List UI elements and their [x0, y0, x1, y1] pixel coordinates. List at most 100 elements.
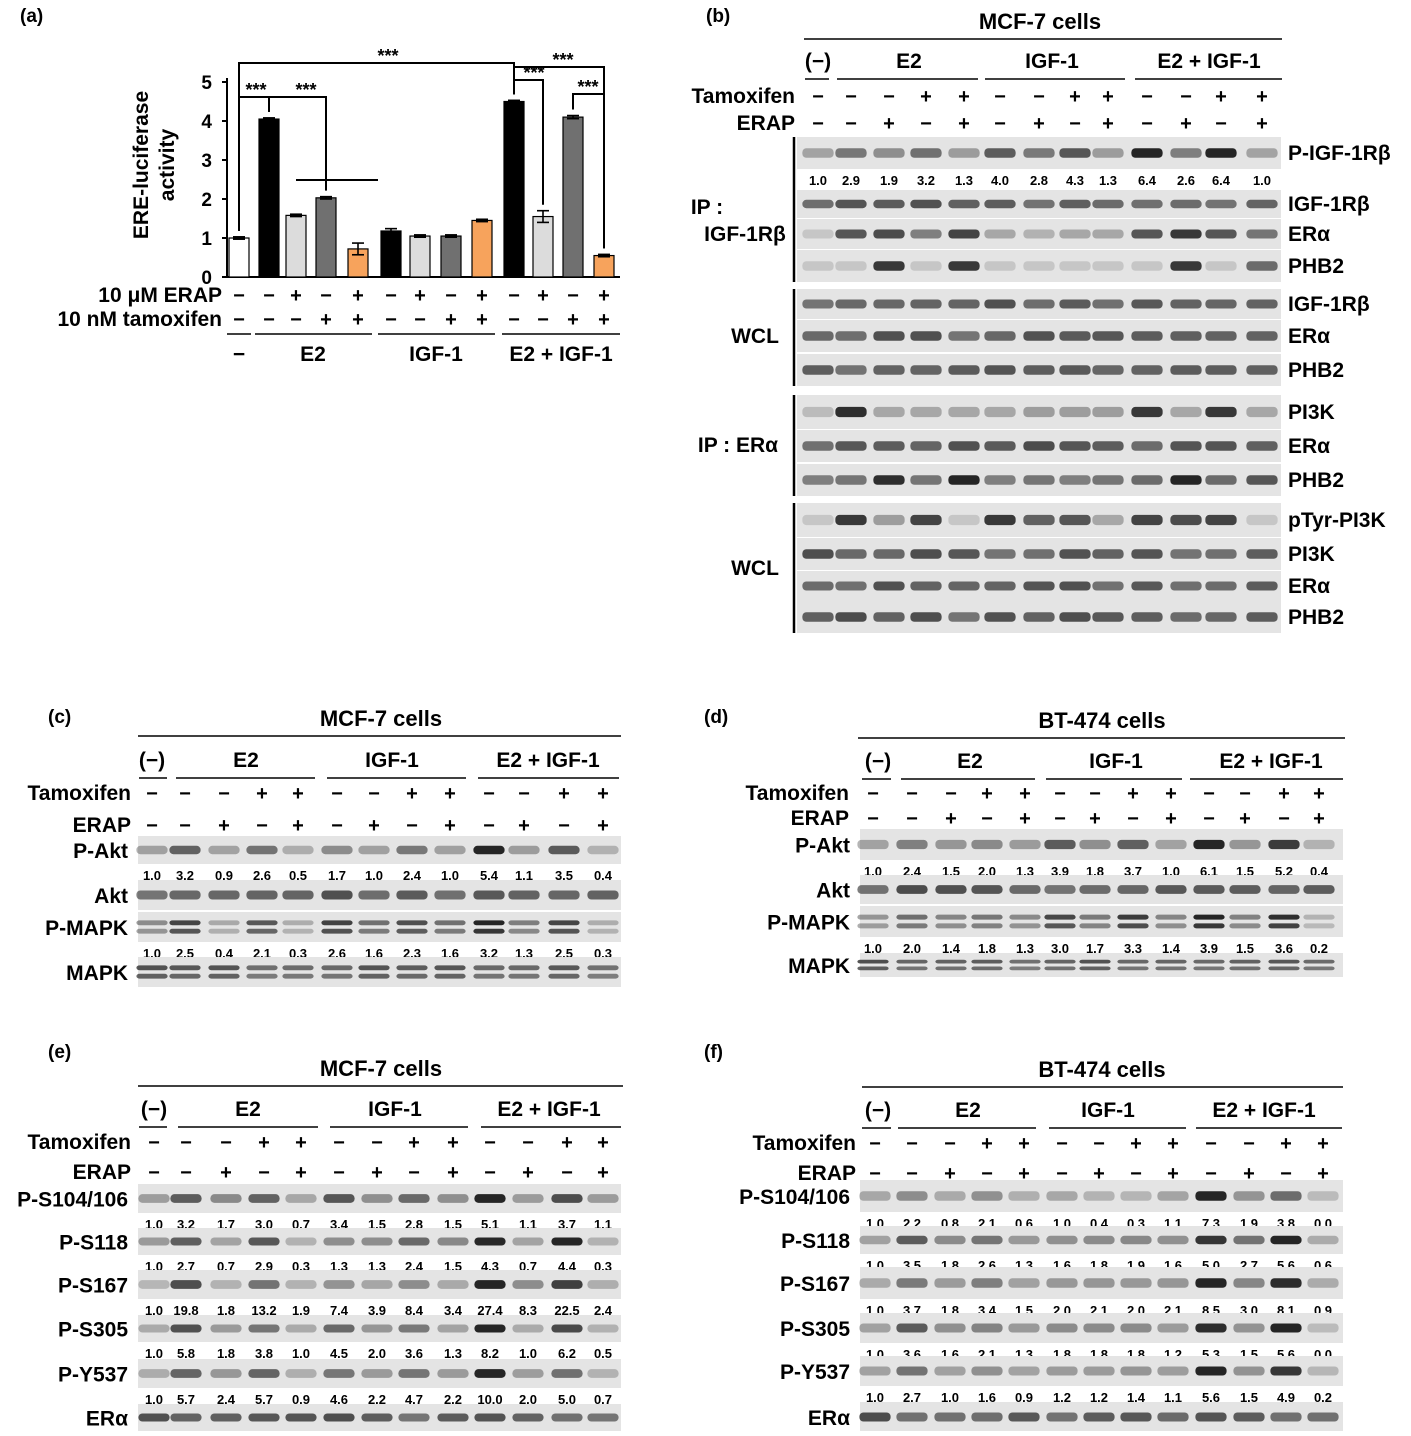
bar — [471, 219, 493, 278]
blot-band — [948, 365, 980, 375]
erap-sign: − — [1056, 1163, 1068, 1185]
y-axis-label-line: ERE-luciferase — [130, 91, 153, 239]
panel-label: (e) — [48, 1042, 71, 1063]
blot-band — [358, 928, 390, 934]
blot-band — [971, 1412, 1003, 1422]
group-label: E2 + IGF-1 — [496, 749, 600, 772]
bar — [503, 100, 525, 278]
blot-band — [859, 1412, 891, 1422]
blot-band — [896, 1191, 928, 1201]
blot-band — [1023, 229, 1055, 239]
blot-band — [396, 845, 428, 855]
bar — [258, 118, 280, 278]
tamoxifen-sign: + — [561, 1132, 573, 1154]
blot-band — [1195, 1412, 1227, 1422]
erap-sign: + — [1180, 113, 1192, 135]
blot-band — [1079, 839, 1111, 850]
blot-band — [1023, 549, 1055, 559]
blot-band — [934, 1366, 966, 1376]
blot-band — [434, 965, 466, 971]
blot-band — [323, 1237, 355, 1246]
blot-band — [1246, 299, 1278, 309]
blot-band — [1117, 959, 1149, 964]
group-label: E2 + IGF-1 — [1157, 50, 1261, 73]
blot-band — [1270, 1323, 1302, 1333]
row-sign: + — [537, 285, 549, 307]
blot-band — [835, 612, 867, 622]
blot-background — [138, 1359, 621, 1388]
quant-value: 27.4 — [477, 1303, 503, 1318]
blot-band — [1008, 1235, 1040, 1245]
blot-band — [246, 965, 278, 971]
blot-band — [1117, 885, 1149, 894]
blot-band — [1131, 514, 1163, 526]
quant-value: 1.2 — [1053, 1390, 1071, 1405]
erap-sign: + — [597, 1162, 609, 1184]
group-label: E2 — [235, 1098, 261, 1121]
blot-band — [1233, 1191, 1265, 1201]
blot-band — [934, 1412, 966, 1422]
group-label: IGF-1 — [368, 1098, 422, 1121]
erap-sign: + — [1018, 1163, 1030, 1185]
blot-band — [873, 549, 905, 559]
group-label: E2 + IGF-1 — [509, 343, 613, 366]
blot-band — [396, 920, 428, 926]
tamoxifen-sign: + — [981, 783, 993, 805]
erap-sign: − — [920, 113, 932, 135]
blot-band — [896, 1278, 928, 1288]
blot-band — [1303, 966, 1335, 971]
blot-band — [210, 1194, 242, 1203]
tamoxifen-sign: − — [1239, 783, 1251, 805]
y-tick-label: 4 — [201, 112, 212, 133]
blot-band — [434, 845, 466, 855]
blot-band — [1170, 261, 1202, 271]
blot-band — [1246, 406, 1278, 418]
erap-sign: − — [1054, 808, 1066, 830]
band-label: P-S104/106 — [17, 1189, 128, 1212]
blot-band — [1205, 229, 1237, 239]
blot-band — [282, 973, 314, 979]
blot-band — [1233, 1323, 1265, 1333]
erap-sign: − — [333, 1162, 345, 1184]
erap-sign: + — [1102, 113, 1114, 135]
tamoxifen-sign: − — [522, 1132, 534, 1154]
blot-band — [587, 1237, 619, 1246]
blot-band — [358, 965, 390, 971]
blot-band — [873, 365, 905, 375]
blot-band — [587, 973, 619, 979]
blot-band — [1205, 475, 1237, 485]
tamoxifen-sign: − — [1180, 86, 1192, 108]
blot-band — [1046, 1235, 1078, 1245]
blot-band — [170, 1413, 202, 1422]
blot-band — [512, 1369, 544, 1378]
row-sign: + — [445, 309, 457, 331]
blot-band — [1307, 1191, 1339, 1201]
blot-band — [1092, 229, 1124, 239]
blot-band — [208, 928, 240, 934]
y-tick-label: 2 — [201, 190, 212, 211]
blot-band — [1059, 331, 1091, 341]
tamoxifen-sign: + — [958, 86, 970, 108]
blot-band — [1023, 581, 1055, 591]
erap-sign: − — [906, 808, 918, 830]
erap-sign: − — [1069, 113, 1081, 135]
blot-band — [548, 965, 580, 971]
blot-band — [1059, 581, 1091, 591]
blot-band — [1092, 475, 1124, 485]
blot-band — [802, 514, 834, 526]
blot-band — [873, 406, 905, 418]
erap-sign: + — [518, 815, 530, 837]
blot-band — [321, 965, 353, 971]
blot-band — [548, 928, 580, 934]
quant-value: 0.2 — [1310, 941, 1328, 956]
blot-band — [802, 549, 834, 559]
blot-band — [398, 1237, 430, 1246]
blot-background — [138, 836, 621, 864]
blot-band — [1092, 365, 1124, 375]
tamoxifen-sign: + — [295, 1132, 307, 1154]
blot-band — [1307, 1235, 1339, 1245]
blot-band — [896, 959, 928, 964]
blot-band — [208, 845, 240, 855]
blot-band — [835, 199, 867, 209]
blot-band — [910, 199, 942, 209]
